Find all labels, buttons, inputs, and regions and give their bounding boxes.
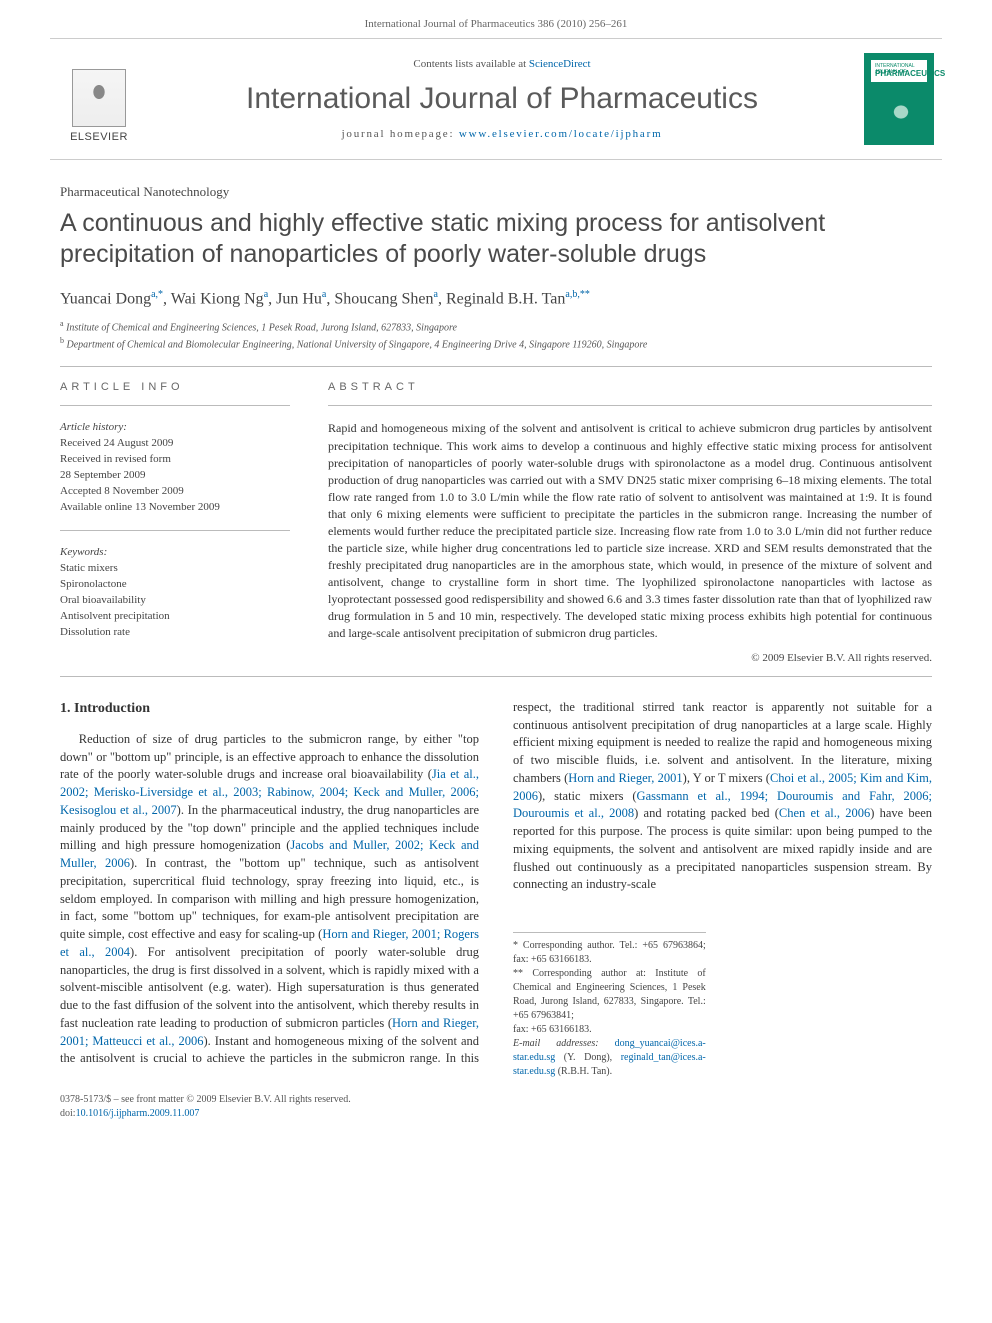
- article-content: Pharmaceutical Nanotechnology A continuo…: [0, 184, 992, 1079]
- history-label: Article history:: [60, 420, 290, 436]
- article-info-column: ARTICLE INFO Article history: Received 2…: [60, 381, 290, 663]
- journal-name: International Journal of Pharmaceutics: [140, 82, 864, 116]
- footnote-emails: E-mail addresses: dong_yuancai@ices.a-st…: [513, 1037, 706, 1079]
- history-line: Available online 13 November 2009: [60, 500, 290, 516]
- journal-homepage-line: journal homepage: www.elsevier.com/locat…: [140, 128, 864, 140]
- intro-heading: 1. Introduction: [60, 699, 479, 719]
- keyword-line: Static mixers: [60, 561, 290, 577]
- p1-pre: Reduction of size of drug particles to t…: [60, 732, 479, 782]
- footnote-2a: ** Corresponding author at: Institute of…: [513, 967, 706, 1023]
- info-abstract-row: ARTICLE INFO Article history: Received 2…: [60, 381, 932, 663]
- intro-paragraph-1: Reduction of size of drug particles to t…: [60, 699, 932, 1079]
- journal-banner: ELSEVIER Contents lists available at Sci…: [50, 38, 942, 160]
- article-info-head: ARTICLE INFO: [60, 381, 290, 393]
- keyword-line: Antisolvent precipitation: [60, 609, 290, 625]
- cover-small-text-2: PHARMACEUTICS: [875, 69, 945, 78]
- citation-text: International Journal of Pharmaceutics 3…: [365, 18, 628, 30]
- email-who-2: (R.B.H. Tan).: [555, 1066, 612, 1077]
- keyword-line: Spironolactone: [60, 577, 290, 593]
- elsevier-tree-icon: [72, 69, 126, 127]
- rule-bottom: [60, 676, 932, 677]
- contents-available-line: Contents lists available at ScienceDirec…: [140, 58, 864, 70]
- history-line: Received in revised form: [60, 452, 290, 468]
- p2-ref-link-3[interactable]: Horn and Rieger, 2001: [568, 771, 682, 785]
- footnote-1: * Corresponding author. Tel.: +65 679638…: [513, 939, 706, 967]
- p2-mid5: ) and rotating packed bed (: [634, 806, 779, 820]
- abstract-head: ABSTRACT: [328, 381, 932, 393]
- corresponding-footnotes: * Corresponding author. Tel.: +65 679638…: [513, 932, 706, 1079]
- keywords-label: Keywords:: [60, 545, 290, 561]
- p2-ref-link-6[interactable]: Chen et al., 2006: [779, 806, 870, 820]
- homepage-link[interactable]: www.elsevier.com/locate/ijpharm: [459, 128, 663, 140]
- info-rule-2: [60, 530, 290, 531]
- email-who-1: (Y. Dong),: [555, 1052, 612, 1063]
- elsevier-logo: ELSEVIER: [58, 55, 140, 143]
- keyword-lines: Static mixersSpironolactoneOral bioavail…: [60, 561, 290, 641]
- abstract-rule: [328, 405, 932, 406]
- affiliation-line: a Institute of Chemical and Engineering …: [60, 318, 932, 335]
- p2-mid3: ), Y or T mixers (: [683, 771, 770, 785]
- footnote-2b: fax: +65 63166183.: [513, 1023, 706, 1037]
- rule-top: [60, 366, 932, 367]
- abstract-copyright: © 2009 Elsevier B.V. All rights reserved…: [328, 652, 932, 664]
- author-list: Yuancai Donga,*, Wai Kiong Nga, Jun Hua,…: [60, 289, 932, 308]
- page-footer: 0378-5173/$ – see front matter © 2009 El…: [60, 1093, 932, 1121]
- abstract-column: ABSTRACT Rapid and homogeneous mixing of…: [328, 381, 932, 663]
- info-rule-1: [60, 405, 290, 406]
- article-history-block: Article history: Received 24 August 2009…: [60, 420, 290, 516]
- keyword-line: Dissolution rate: [60, 625, 290, 641]
- keywords-block: Keywords: Static mixersSpironolactoneOra…: [60, 545, 290, 641]
- body-two-column: 1. Introduction Reduction of size of dru…: [60, 699, 932, 1079]
- article-title: A continuous and highly effective static…: [60, 208, 932, 271]
- doi-label: doi:: [60, 1108, 76, 1119]
- elsevier-label: ELSEVIER: [70, 131, 128, 143]
- running-head: International Journal of Pharmaceutics 3…: [0, 0, 992, 38]
- banner-center: Contents lists available at ScienceDirec…: [140, 58, 864, 140]
- journal-cover-thumbnail: INTERNATIONAL JOURNAL OF PHARMACEUTICS: [864, 53, 934, 145]
- email-label: E-mail addresses:: [513, 1038, 615, 1049]
- sciencedirect-link[interactable]: ScienceDirect: [529, 58, 591, 70]
- affiliation-list: a Institute of Chemical and Engineering …: [60, 318, 932, 353]
- contents-prefix: Contents lists available at: [413, 58, 528, 70]
- history-lines: Received 24 August 2009Received in revis…: [60, 436, 290, 516]
- section-label: Pharmaceutical Nanotechnology: [60, 184, 932, 200]
- abstract-text: Rapid and homogeneous mixing of the solv…: [328, 420, 932, 641]
- doi-link[interactable]: 10.1016/j.ijpharm.2009.11.007: [76, 1108, 200, 1119]
- p2-mid4: ), static mixers (: [538, 789, 637, 803]
- homepage-prefix: journal homepage:: [342, 128, 459, 140]
- keyword-line: Oral bioavailability: [60, 593, 290, 609]
- affiliation-line: b Department of Chemical and Biomolecula…: [60, 335, 932, 352]
- history-line: 28 September 2009: [60, 468, 290, 484]
- history-line: Received 24 August 2009: [60, 436, 290, 452]
- footer-doi-line: doi:10.1016/j.ijpharm.2009.11.007: [60, 1107, 932, 1121]
- footer-front-matter: 0378-5173/$ – see front matter © 2009 El…: [60, 1093, 932, 1107]
- history-line: Accepted 8 November 2009: [60, 484, 290, 500]
